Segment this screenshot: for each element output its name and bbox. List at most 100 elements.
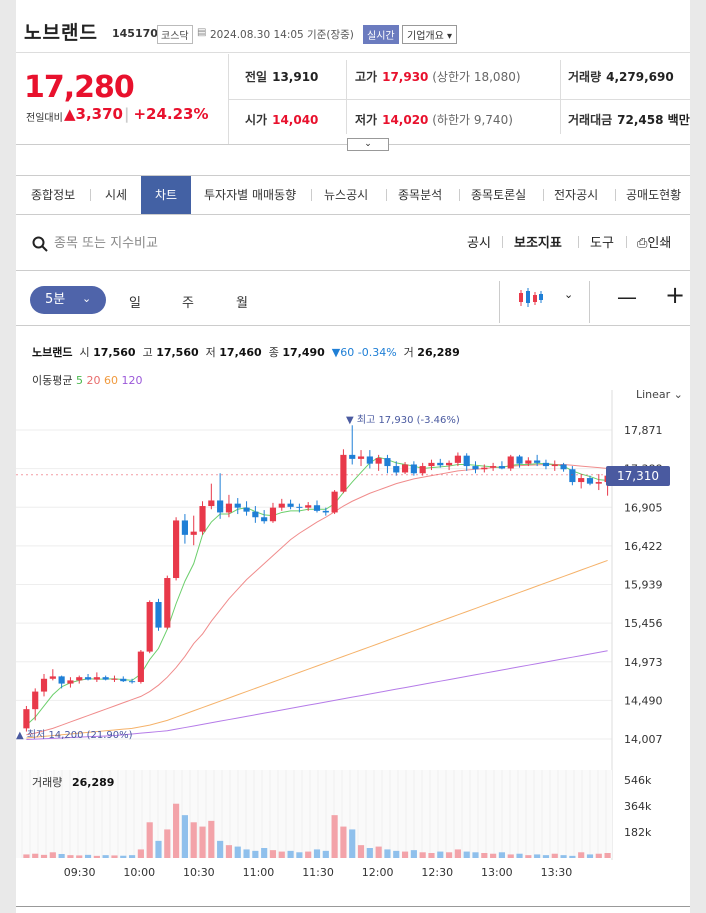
volume-bar	[410, 850, 417, 858]
x-tick-label: 12:30	[421, 866, 453, 879]
candle-body	[393, 466, 400, 473]
compare-search[interactable]: 종목 또는 지수비교	[32, 232, 158, 252]
volume-bar	[217, 840, 224, 858]
stock-header: 노브랜드 145170 코스닥 ▤ 2024.08.30 14:05 기준(장중…	[16, 0, 690, 53]
period-day[interactable]: 일	[129, 296, 141, 311]
realtime-badge[interactable]: 실시간	[363, 25, 399, 44]
up-triangle-icon: ▲	[64, 105, 76, 123]
candle-body	[287, 503, 294, 507]
corp-overview-label: 기업개요	[407, 31, 444, 42]
tab-overview[interactable]: 종합정보	[31, 188, 76, 202]
volume-value: 26,289	[72, 776, 114, 789]
trade-amount: 거래대금 72,458 백만	[568, 113, 690, 127]
open-price: 시가 14,040	[245, 113, 319, 127]
period-month[interactable]: 월	[236, 296, 248, 311]
stock-page: 노브랜드 145170 코스닥 ▤ 2024.08.30 14:05 기준(장중…	[16, 0, 690, 913]
volume-bar	[40, 854, 48, 858]
volume-bar	[76, 855, 83, 858]
print-button[interactable]: ⎙인쇄	[637, 232, 671, 251]
corp-overview-dropdown[interactable]: 기업개요 ▾	[402, 25, 458, 44]
price-change: ▲3,370	[64, 105, 123, 123]
ma5-line	[26, 456, 608, 726]
ma120-line	[26, 650, 608, 741]
volume-bar	[357, 845, 365, 858]
zoom-out-icon[interactable]: —	[617, 285, 637, 309]
volume-bar	[463, 851, 470, 858]
candle-body	[155, 602, 162, 628]
volume-bar	[252, 850, 259, 858]
volume-bar	[340, 826, 347, 858]
period-dropdown[interactable]: 5분 ⌄	[30, 286, 106, 314]
market-badge: 코스닥	[157, 25, 193, 44]
candle-body	[542, 462, 550, 467]
stock-code: 145170	[112, 27, 158, 40]
search-placeholder: 종목 또는 지수비교	[54, 236, 158, 251]
volume-bar	[419, 852, 426, 858]
candle-body	[173, 520, 180, 579]
chart-toolbar: 5분 ⌄ 일 주 월 ⌄ — +	[16, 270, 690, 326]
chevron-down-icon: ⌄	[82, 292, 92, 305]
volume-bar	[393, 850, 400, 858]
candle-body	[322, 510, 329, 513]
tab-short-selling[interactable]: 공매도현황	[626, 188, 682, 202]
y-tick-label: 16,422	[624, 540, 663, 553]
candle-body	[296, 506, 303, 508]
tab-chart[interactable]: 차트	[141, 176, 191, 214]
volume-bar	[401, 851, 409, 858]
candle-body	[437, 462, 444, 466]
expand-chevron-icon[interactable]: ⌄	[347, 138, 389, 151]
candle-body	[225, 503, 233, 513]
candle-body	[305, 505, 312, 508]
volume-bar	[102, 855, 109, 858]
volume-bar	[313, 849, 321, 858]
volume-bar	[384, 849, 391, 858]
chart-svg[interactable]: 17,87117,38816,90516,42215,93915,45614,9…	[16, 388, 690, 900]
tab-e-disclosure[interactable]: 전자공시	[554, 188, 599, 202]
volume-tick-label: 182k	[624, 826, 652, 839]
volume-tick-label: 546k	[624, 774, 652, 787]
tab-discussion[interactable]: 종목토론실	[471, 188, 527, 202]
volume-bar	[366, 848, 373, 858]
volume-bar	[243, 849, 250, 858]
zoom-in-icon[interactable]: +	[665, 281, 686, 309]
volume-bar	[93, 855, 100, 858]
volume-bar	[173, 803, 180, 858]
tab-news[interactable]: 뉴스공시	[324, 188, 369, 202]
x-tick-label: 13:00	[481, 866, 513, 879]
tab-investor-trading[interactable]: 투자자별 매매동향	[204, 188, 297, 202]
candle-body	[498, 466, 506, 469]
candle-body	[49, 676, 56, 679]
tab-quotes[interactable]: 시세	[105, 188, 128, 202]
volume-bar	[604, 853, 611, 858]
chart-type-selector[interactable]: ⌄	[499, 281, 590, 323]
candle-body	[560, 464, 567, 470]
volume-bar	[269, 850, 277, 858]
tools-button[interactable]: 도구	[590, 236, 614, 251]
y-tick-label: 14,490	[624, 694, 663, 707]
indicators-button[interactable]: 보조지표	[514, 236, 562, 251]
volume-bar	[128, 855, 136, 858]
candle-body	[199, 506, 206, 532]
period-week[interactable]: 주	[182, 296, 194, 311]
candle-body	[366, 456, 373, 464]
volume-bar	[278, 851, 285, 858]
volume-bar	[446, 852, 453, 858]
candle-body	[534, 460, 541, 463]
volume-bar	[454, 849, 461, 858]
price-chart[interactable]: 17,87117,38816,90516,42215,93915,45614,9…	[16, 388, 690, 900]
volume-bar	[305, 851, 312, 858]
candle-body	[551, 464, 558, 467]
disclosure-button[interactable]: 공시	[467, 236, 491, 251]
volume-bar	[58, 854, 65, 858]
change-label: 전일대비	[26, 113, 63, 124]
quote-datetime: 2024.08.30 14:05 기준(장중)	[210, 29, 354, 41]
volume-bar	[525, 855, 532, 858]
candle-body	[454, 455, 461, 463]
tab-analysis[interactable]: 종목분석	[398, 188, 443, 202]
candle-body	[569, 469, 576, 483]
y-tick-label: 17,871	[624, 424, 663, 437]
candle-body	[102, 677, 109, 680]
volume-bar	[331, 815, 338, 858]
price-change-pct: | +24.23%	[124, 105, 209, 123]
candle-body	[146, 602, 153, 652]
